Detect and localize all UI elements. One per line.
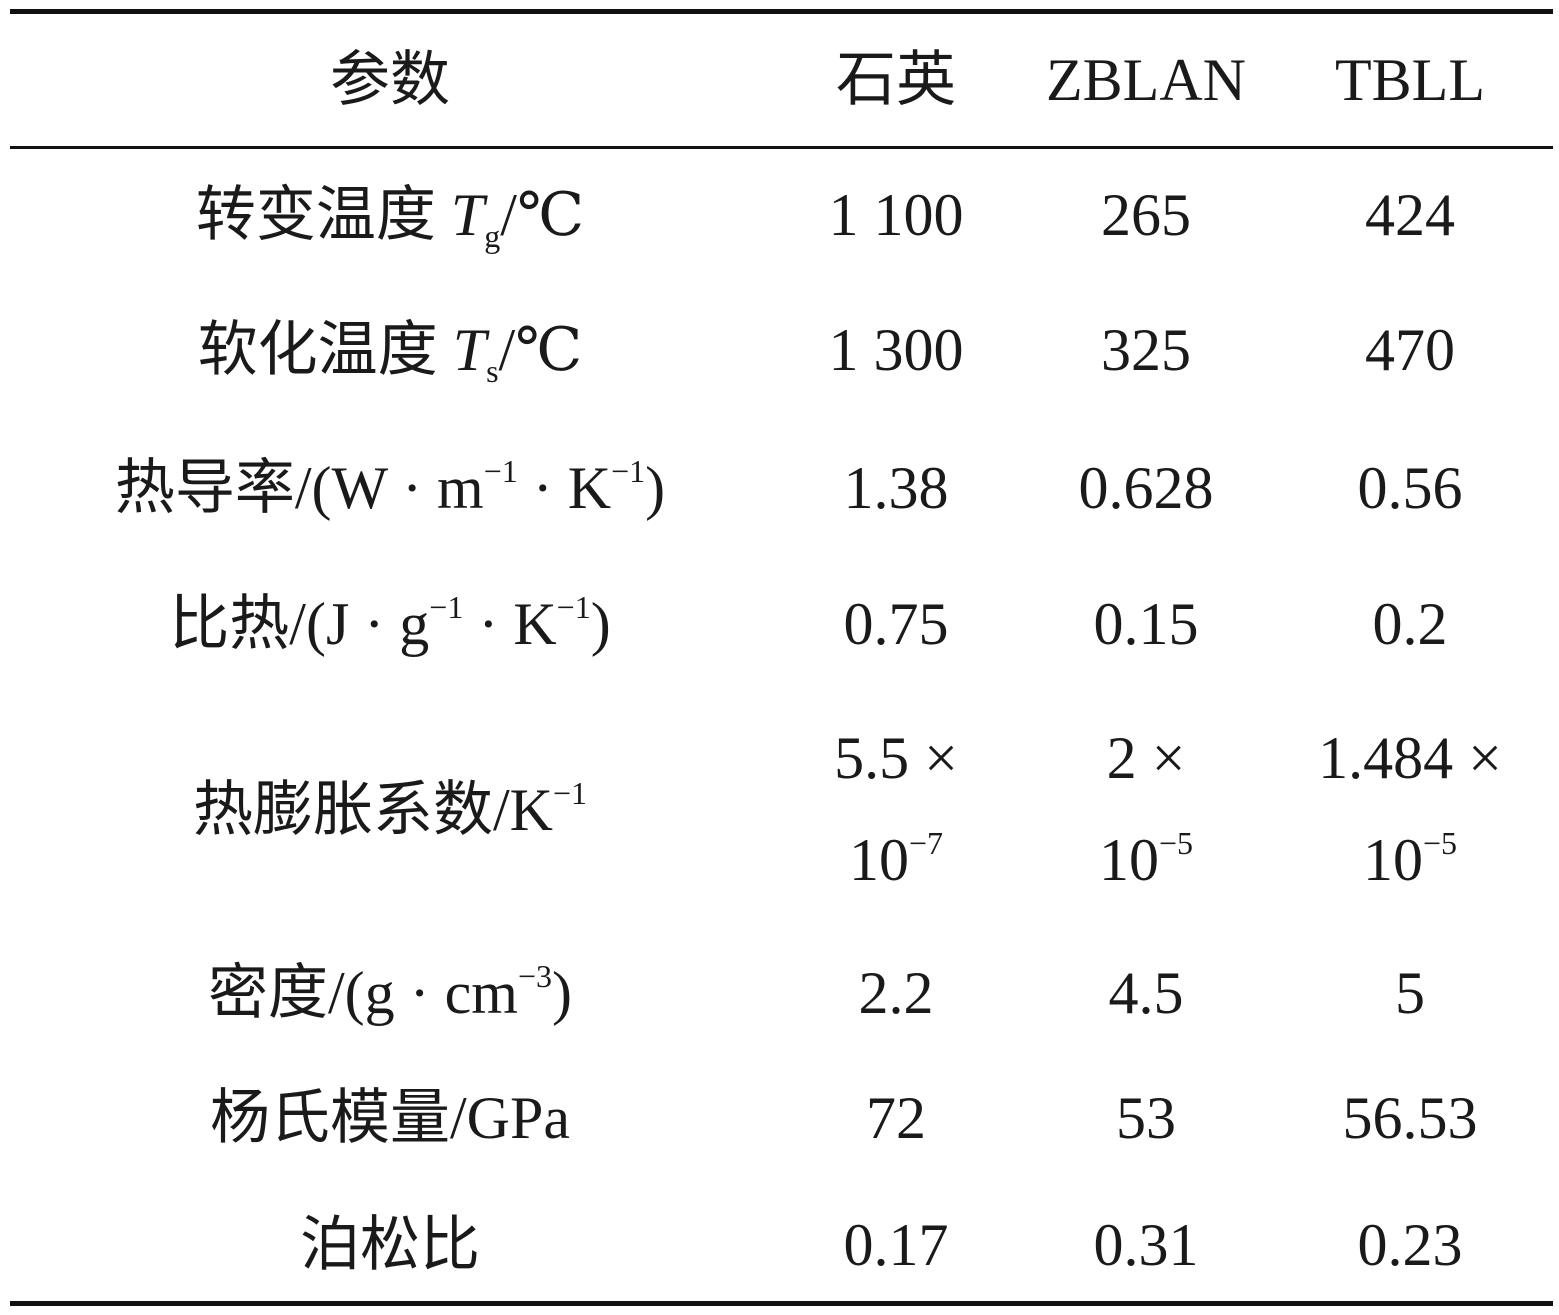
cell-zblan-softening-temperature: 325 — [1101, 317, 1191, 383]
header-zblan: ZBLAN — [1046, 47, 1246, 113]
row-param-softening-temperature: 软化温度 Ts/℃ — [197, 317, 583, 389]
cell-quartz-poissons-ratio: 0.17 — [843, 1212, 949, 1278]
cell-tbll-transition-temperature: 424 — [1365, 182, 1455, 248]
cell-tbll-thermal-expansion-power: 10−5 — [1362, 825, 1458, 893]
row-param-thermal-expansion: 热膨胀系数/K−1 — [192, 775, 588, 843]
row-param-density: 密度/(g · cm−3) — [208, 958, 572, 1026]
cell-zblan-poissons-ratio: 0.31 — [1093, 1212, 1199, 1278]
cell-zblan-youngs-modulus: 53 — [1116, 1085, 1176, 1151]
cell-zblan-specific-heat: 0.15 — [1093, 591, 1199, 657]
row-param-poissons-ratio: 泊松比 — [300, 1212, 480, 1278]
cell-tbll-softening-temperature: 470 — [1365, 317, 1455, 383]
cell-zblan-transition-temperature: 265 — [1101, 182, 1191, 248]
header-param: 参数 — [330, 47, 450, 113]
cell-tbll-thermal-conductivity: 0.56 — [1357, 455, 1463, 521]
cell-zblan-density: 4.5 — [1108, 960, 1184, 1026]
cell-quartz-specific-heat: 0.75 — [843, 591, 949, 657]
row-param-transition-temperature: 转变温度 Tg/℃ — [195, 182, 585, 254]
row-param-youngs-modulus: 杨氏模量/GPa — [210, 1085, 570, 1151]
cell-tbll-poissons-ratio: 0.23 — [1357, 1212, 1463, 1278]
cell-quartz-softening-temperature: 1 300 — [828, 317, 964, 383]
cell-tbll-density: 5 — [1395, 960, 1425, 1026]
cell-zblan-thermal-conductivity: 0.628 — [1078, 455, 1214, 521]
top-rule — [10, 9, 1553, 14]
cell-quartz-thermal-expansion-mantissa: 5.5 × — [834, 725, 958, 791]
cell-quartz-density: 2.2 — [858, 960, 934, 1026]
header-quartz: 石英 — [836, 47, 956, 113]
cell-quartz-thermal-conductivity: 1.38 — [843, 455, 949, 521]
cell-zblan-thermal-expansion-mantissa: 2 × — [1106, 725, 1186, 791]
cell-tbll-specific-heat: 0.2 — [1372, 591, 1448, 657]
cell-quartz-transition-temperature: 1 100 — [828, 182, 964, 248]
row-param-thermal-conductivity: 热导率/(W · m−1 · K−1) — [114, 453, 666, 521]
header-tbll: TBLL — [1335, 47, 1485, 113]
cell-zblan-thermal-expansion-power: 10−5 — [1098, 825, 1194, 893]
cell-tbll-youngs-modulus: 56.53 — [1342, 1085, 1478, 1151]
cell-quartz-youngs-modulus: 72 — [866, 1085, 926, 1151]
cell-quartz-thermal-expansion-power: 10−7 — [848, 825, 944, 893]
header-rule — [10, 146, 1553, 149]
cell-tbll-thermal-expansion-mantissa: 1.484 × — [1318, 725, 1502, 791]
bottom-rule — [10, 1301, 1553, 1306]
row-param-specific-heat: 比热/(J · g−1 · K−1) — [169, 589, 611, 657]
